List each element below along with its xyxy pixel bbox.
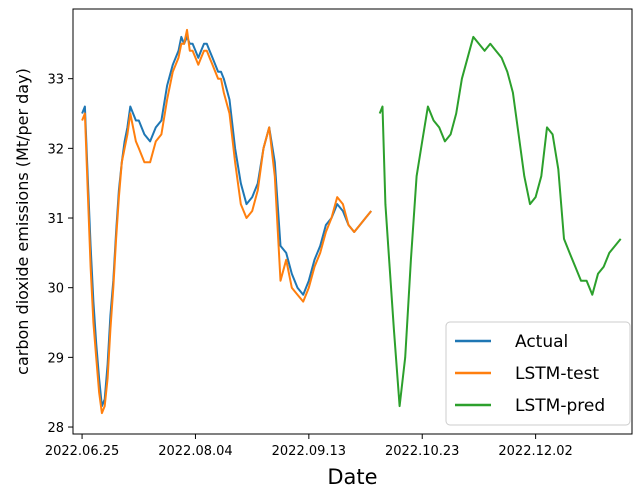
- legend-label: Actual: [515, 332, 568, 352]
- y-axis-ticks: 28 29 30 31 32 33: [47, 73, 73, 436]
- y-tick-label: 33: [47, 73, 64, 88]
- legend-label: LSTM-test: [515, 364, 599, 384]
- series-line-actual: [81, 35, 372, 408]
- series-line-lstm-pred: [378, 35, 622, 408]
- legend-box: [445, 321, 631, 426]
- series-lines: [81, 28, 622, 415]
- x-axis-title: Date: [327, 465, 377, 489]
- x-axis-ticks: 2022.06.25 2022.08.04 2022.09.13 2022.10.23…: [45, 434, 573, 459]
- y-tick-label: 32: [47, 142, 64, 157]
- y-axis-title: carbon dioxide emissions (Mt/per day): [13, 68, 32, 375]
- legend: Actual LSTM-test LSTM-pred: [445, 321, 631, 426]
- x-tick-label: 2022.09.13: [272, 444, 346, 459]
- x-tick-label: 2022.06.25: [45, 444, 119, 459]
- y-tick-label: 31: [47, 212, 64, 227]
- y-tick-label: 30: [47, 282, 64, 297]
- x-tick-label: 2022.08.04: [158, 444, 232, 459]
- axes-frame: [72, 8, 633, 435]
- legend-label: LSTM-pred: [515, 396, 605, 416]
- series-line-lstm-test: [81, 28, 372, 415]
- plot-area: [81, 28, 622, 415]
- x-tick-label: 2022.10.23: [385, 444, 459, 459]
- y-tick-label: 29: [47, 351, 64, 366]
- x-tick-label: 2022.12.02: [498, 444, 572, 459]
- y-tick-label: 28: [47, 421, 64, 436]
